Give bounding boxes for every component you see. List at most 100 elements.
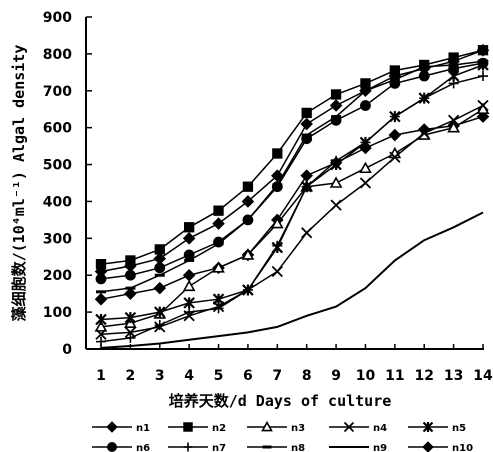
- legend-label: n2: [212, 423, 226, 434]
- x-tick-label: 8: [302, 368, 312, 384]
- data-point-n2: [272, 148, 283, 159]
- data-point-n7: [301, 181, 312, 192]
- data-point-n10: [417, 62, 431, 75]
- data-point-n10: [94, 265, 108, 278]
- x-axis-title: 培养天数/d Days of culture: [169, 392, 392, 410]
- data-point-n7: [419, 93, 430, 104]
- data-point-n4: [95, 328, 107, 340]
- y-tick-label: 800: [43, 47, 72, 63]
- x-tick-label: 2: [126, 368, 136, 384]
- data-point-n1: [388, 128, 402, 142]
- legend-item-n3: n3: [247, 420, 305, 434]
- x-tick-label: 10: [356, 368, 376, 384]
- data-point-n1: [94, 292, 108, 306]
- data-point-n3: [182, 279, 196, 292]
- legend-label: n6: [136, 443, 150, 452]
- data-point-n3: [359, 161, 372, 174]
- y-tick-label: 100: [43, 305, 72, 321]
- data-point-n7: [448, 78, 459, 89]
- data-point-n2: [242, 181, 254, 192]
- y-tick-label: 400: [43, 194, 72, 210]
- legend-item-n6: n6: [92, 442, 150, 452]
- data-point-n6: [360, 100, 371, 111]
- legend-marker: [343, 421, 355, 433]
- data-point-n3: [270, 216, 284, 229]
- series-n9: [100, 211, 484, 349]
- data-point-n3: [447, 121, 460, 133]
- y-tick-label: 0: [62, 342, 72, 358]
- legend-item-n1: n1: [92, 421, 150, 434]
- legend-item-n4: n4: [329, 421, 387, 434]
- x-tick-label: 6: [243, 368, 253, 384]
- data-point-n3: [212, 261, 225, 273]
- legend-marker: [183, 422, 193, 432]
- data-point-n10: [388, 69, 402, 83]
- series-n7: [96, 71, 488, 347]
- data-point-n3: [94, 320, 108, 332]
- y-tick-label: 200: [43, 268, 72, 284]
- y-tick-label: 900: [43, 10, 72, 26]
- x-tick-label: 1: [96, 368, 106, 384]
- data-point-n5: [183, 297, 195, 309]
- data-point-n4: [418, 127, 430, 139]
- data-point-n4: [447, 114, 460, 126]
- legend-label: n8: [291, 443, 305, 452]
- y-tick-label: 600: [43, 121, 72, 137]
- data-point-n7: [331, 155, 342, 166]
- series-layer: [94, 43, 490, 349]
- y-tick-label: 700: [43, 84, 72, 100]
- data-point-n7: [125, 332, 136, 343]
- legend-label: n1: [136, 423, 150, 434]
- series-line-n9: [100, 211, 484, 349]
- x-tick-label: 12: [414, 368, 433, 384]
- series-line-n5: [100, 64, 484, 321]
- legend-item-n9: n9: [329, 443, 387, 452]
- legend-label: n9: [373, 443, 387, 452]
- legend-label: n3: [291, 423, 305, 434]
- data-point-n4: [301, 227, 313, 239]
- legend-label: n4: [373, 423, 387, 434]
- series-n4: [95, 99, 489, 340]
- x-tick-label: 5: [214, 368, 224, 384]
- data-point-n10: [300, 117, 313, 131]
- data-point-n7: [478, 71, 488, 82]
- y-tick-label: 300: [43, 231, 72, 247]
- data-point-n2: [213, 205, 224, 216]
- x-tick-label: 4: [184, 368, 194, 384]
- x-tick-label: 11: [385, 368, 404, 384]
- data-point-n1: [153, 281, 167, 295]
- data-point-n4: [389, 151, 401, 163]
- data-point-n10: [329, 99, 343, 112]
- legend-item-n2: n2: [168, 422, 226, 434]
- legend-marker: [261, 420, 273, 432]
- data-point-n7: [272, 240, 283, 251]
- data-point-n10: [124, 259, 137, 273]
- data-point-n3: [241, 248, 255, 260]
- data-point-n4: [477, 99, 489, 112]
- x-tick-label: 7: [272, 368, 282, 384]
- y-axis-title: 藻细胞数/(10⁴ml⁻¹) Algal density: [10, 45, 28, 322]
- legend-item-n7: n7: [168, 442, 226, 452]
- data-point-n1: [182, 268, 196, 282]
- data-point-n1: [300, 169, 313, 182]
- legend-item-n5: n5: [408, 421, 466, 434]
- legend-item-n10: n10: [408, 441, 473, 452]
- series-n10: [94, 43, 490, 278]
- legend-label: n7: [212, 443, 226, 452]
- data-point-n7: [360, 137, 371, 148]
- data-point-n7: [389, 111, 400, 122]
- data-point-n1: [124, 287, 137, 300]
- series-n2: [95, 45, 489, 270]
- data-point-n7: [213, 303, 224, 314]
- data-point-n3: [329, 176, 343, 188]
- data-point-n4: [330, 199, 342, 211]
- y-ticks: 0 100 200 300 400 500 600 700 800 900: [43, 10, 92, 358]
- data-point-n5: [153, 306, 166, 318]
- data-point-n2: [301, 107, 312, 119]
- data-point-n10: [153, 252, 167, 265]
- data-point-n7: [184, 307, 195, 318]
- x-tick-label: 14: [473, 368, 493, 384]
- series-n5: [95, 59, 489, 326]
- data-point-n10: [359, 84, 372, 98]
